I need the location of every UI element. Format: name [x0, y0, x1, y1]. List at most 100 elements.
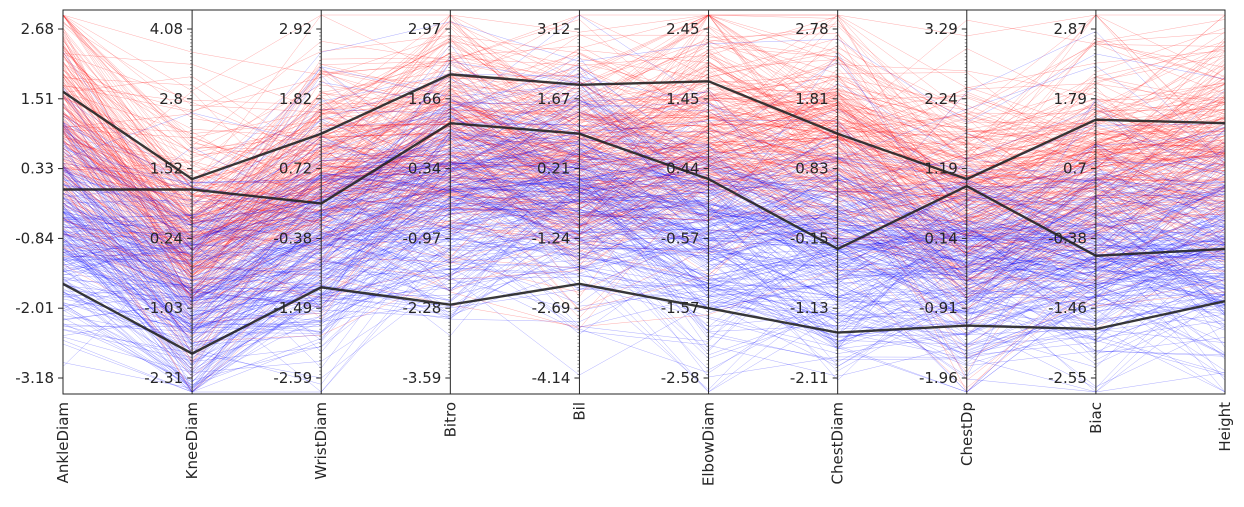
sample-line	[62, 124, 1226, 277]
sample-line	[62, 125, 1226, 272]
sample-line	[62, 58, 1226, 251]
tick-label: 0.72	[279, 160, 312, 178]
sample-line	[62, 104, 1226, 342]
sample-line	[62, 14, 1226, 190]
sample-line	[62, 173, 1226, 291]
sample-line	[62, 55, 1226, 209]
tick-label: 1.79	[1053, 90, 1086, 108]
sample-line	[62, 228, 1226, 360]
sample-line	[62, 62, 1226, 297]
sample-line	[62, 161, 1226, 304]
sample-line	[62, 14, 1226, 214]
tick-label: -1.57	[661, 299, 700, 317]
sample-line	[62, 44, 1226, 223]
tick-label: -0.38	[1048, 229, 1087, 247]
sample-line	[62, 61, 1226, 322]
sample-line	[62, 141, 1226, 357]
sample-line	[62, 66, 1226, 307]
sample-line	[62, 62, 1226, 237]
sample-line	[62, 37, 1226, 230]
sample-line	[62, 62, 1226, 275]
tick-label: 2.8	[159, 90, 183, 108]
sample-line	[62, 188, 1226, 302]
sample-line	[62, 128, 1226, 291]
sample-line	[62, 14, 1226, 259]
sample-line	[62, 33, 1226, 271]
sample-line	[62, 164, 1226, 363]
tick-label: 1.52	[150, 160, 183, 178]
sample-line	[62, 131, 1226, 340]
sample-line	[62, 14, 1226, 198]
sample-line	[62, 19, 1226, 216]
sample-line	[62, 189, 1226, 327]
sample-line	[62, 144, 1226, 323]
sample-line	[62, 46, 1226, 240]
sample-line	[62, 113, 1226, 320]
sample-line	[62, 92, 1226, 265]
sample-line	[62, 150, 1226, 321]
sample-line	[62, 130, 1226, 312]
sample-line	[62, 132, 1226, 319]
sample-line	[62, 69, 1226, 211]
tick-label: 0.7	[1063, 160, 1087, 178]
sample-line	[62, 200, 1226, 280]
tick-label: 1.51	[21, 90, 54, 108]
tick-label: 1.81	[795, 90, 828, 108]
sample-line	[62, 93, 1226, 285]
sample-line	[62, 26, 1226, 223]
sample-line	[62, 94, 1226, 208]
sample-line	[62, 121, 1226, 330]
sample-line	[62, 74, 1226, 286]
sample-line	[62, 217, 1226, 367]
sample-line	[62, 27, 1226, 279]
sample-line	[62, 49, 1226, 188]
sample-line	[62, 146, 1226, 341]
sample-line	[62, 228, 1226, 372]
sample-line	[62, 107, 1226, 269]
sample-line	[62, 14, 1226, 236]
tick-label: 2.87	[1053, 20, 1086, 38]
sample-line	[62, 163, 1226, 298]
axis-height: Height	[1216, 10, 1234, 452]
sample-line	[62, 165, 1226, 341]
sample-line	[62, 141, 1226, 337]
sample-line	[62, 14, 1226, 242]
sample-line	[62, 166, 1226, 343]
sample-line	[62, 117, 1226, 258]
sample-line	[62, 126, 1226, 285]
tick-label: 1.45	[666, 90, 699, 108]
sample-line	[62, 78, 1226, 269]
sample-line	[62, 76, 1226, 219]
sample-line	[62, 57, 1226, 266]
sample-line	[62, 69, 1226, 203]
sample-line	[62, 167, 1226, 310]
sample-line	[62, 137, 1226, 298]
sample-line	[62, 182, 1226, 332]
sample-line	[62, 14, 1226, 273]
sample-line	[62, 208, 1226, 364]
sample-line	[62, 56, 1226, 183]
sample-line	[62, 115, 1226, 278]
sample-line	[62, 217, 1226, 386]
sample-line	[62, 124, 1226, 355]
sample-line	[62, 164, 1226, 389]
sample-line	[62, 90, 1226, 236]
sample-line	[62, 46, 1226, 218]
sample-line	[62, 14, 1226, 228]
sample-line	[62, 14, 1226, 186]
sample-line	[62, 131, 1226, 350]
sample-line	[62, 43, 1226, 346]
sample-line	[62, 214, 1226, 367]
sample-line	[62, 80, 1226, 276]
sample-line	[62, 149, 1226, 295]
sample-line	[62, 108, 1226, 299]
sample-line	[62, 131, 1226, 253]
sample-line	[62, 104, 1226, 258]
sample-line	[62, 162, 1226, 265]
sample-line	[62, 189, 1226, 372]
sample-line	[62, 14, 1226, 190]
tick-label: -0.15	[790, 229, 829, 247]
sample-line	[62, 247, 1226, 393]
